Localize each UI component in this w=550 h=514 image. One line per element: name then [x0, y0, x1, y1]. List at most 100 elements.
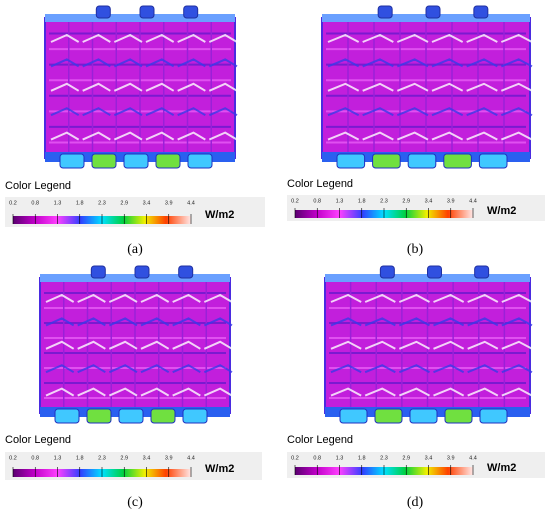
legend-tick-label: 1.8	[358, 455, 366, 461]
top-tab	[425, 5, 441, 19]
legend-tick-label: 3.9	[165, 200, 173, 206]
top-tab	[473, 5, 489, 19]
heatmap-wave	[330, 340, 533, 350]
bottom-cell	[91, 153, 117, 169]
legend-title: Color Legend	[287, 434, 353, 446]
legend-tick-label: 1.3	[336, 455, 344, 461]
legend-unit: W/m2	[205, 209, 234, 221]
top-bar	[40, 274, 230, 282]
legend-tick-label: 0.2	[291, 198, 299, 204]
panel: Color Legend 0.2 0.8 1.3 1.8 2.3 2.9 3.4 3.9 4.4 W…	[5, 265, 262, 510]
heatmap-wave	[45, 293, 233, 303]
heatmap-wave	[330, 364, 533, 374]
legend-tick-label: 3.4	[425, 455, 433, 461]
heatmap-wave	[327, 131, 533, 141]
panel: Color Legend 0.2 0.8 1.3 1.8 2.3 2.9 3.4 3.9 4.4 W…	[287, 5, 545, 257]
bottom-cell	[118, 408, 144, 424]
legend-tick-label: 4.4	[469, 198, 477, 204]
legend-tick-label: 0.2	[9, 455, 17, 461]
legend-unit: W/m2	[487, 462, 516, 474]
legend-title: Color Legend	[5, 180, 71, 192]
top-tab	[95, 5, 111, 19]
top-tab	[474, 265, 490, 279]
legend-tick-label: 0.2	[291, 455, 299, 461]
bottom-cell	[444, 408, 473, 424]
top-tab	[90, 265, 106, 279]
legend-tick-label: 2.3	[98, 200, 106, 206]
legend-tick-label: 0.8	[313, 455, 321, 461]
top-tab	[427, 265, 442, 279]
bottom-cell	[123, 153, 149, 169]
legend-tick-label: 2.9	[402, 198, 410, 204]
legend-tick-label: 3.9	[447, 455, 455, 461]
heatmap-wave	[327, 82, 533, 92]
bottom-cell	[150, 408, 176, 424]
legend-tick-label: 2.3	[98, 455, 106, 461]
top-bar	[322, 14, 530, 22]
legend-tick-label: 1.8	[76, 200, 84, 206]
panel: Color Legend 0.2 0.8 1.3 1.8 2.3 2.9 3.4 3.9 4.4 W…	[287, 265, 545, 510]
legend-tick-label: 3.4	[425, 198, 433, 204]
legend-tick-label: 4.4	[187, 200, 195, 206]
caption: (d)	[407, 495, 424, 510]
legend-tick-label: 3.4	[143, 455, 151, 461]
caption: (c)	[127, 495, 143, 510]
legend-tick-label: 4.4	[187, 455, 195, 461]
legend-tick-label: 1.3	[54, 455, 62, 461]
heatmap-wave	[50, 58, 238, 68]
legend-tick-label: 1.3	[54, 200, 62, 206]
heatmap-wave	[45, 317, 233, 327]
legend-tick-label: 2.9	[120, 455, 128, 461]
top-tab	[134, 265, 150, 279]
legend-tick-label: 2.9	[402, 455, 410, 461]
heatmap-wave	[327, 58, 533, 68]
legend-tick-label: 0.2	[9, 200, 17, 206]
legend-tick-label: 0.8	[31, 455, 39, 461]
legend-tick-label: 0.8	[313, 198, 321, 204]
bottom-cell	[54, 408, 80, 424]
legend-tick-label: 0.8	[31, 200, 39, 206]
bottom-cell	[339, 408, 368, 424]
legend-unit: W/m2	[487, 205, 516, 217]
legend-tick-label: 3.9	[165, 455, 173, 461]
top-tab	[379, 265, 395, 279]
heatmap-wave	[45, 340, 233, 350]
top-tab	[183, 5, 199, 19]
heatmap-wave	[330, 387, 533, 397]
top-bar	[45, 14, 235, 22]
bottom-cell	[372, 153, 401, 169]
bottom-cell	[479, 408, 508, 424]
legend-unit: W/m2	[205, 463, 234, 475]
heatmap-wave	[50, 131, 238, 141]
heatmap-wave	[45, 364, 233, 374]
panel: Color Legend 0.2 0.8 1.3 1.8 2.3 2.9 3.4 3.9 4.4 W…	[5, 5, 265, 257]
top-tab	[139, 5, 155, 19]
legend-tick-label: 2.3	[380, 198, 388, 204]
caption: (a)	[127, 242, 143, 257]
heatmap-wave	[327, 107, 533, 117]
bottom-cell	[443, 153, 472, 169]
bottom-cell	[336, 153, 366, 169]
legend-tick-label: 1.8	[358, 198, 366, 204]
legend-tick-label: 2.9	[120, 200, 128, 206]
heatmap-wave	[50, 33, 238, 43]
heatmap-wave	[330, 317, 533, 327]
legend-tick-label: 3.9	[447, 198, 455, 204]
heatmap-wave	[330, 293, 533, 303]
heatmap-wave	[50, 82, 238, 92]
legend-tick-label: 2.3	[380, 455, 388, 461]
bottom-cell	[59, 153, 85, 169]
bottom-cell	[409, 408, 438, 424]
legend-tick-label: 1.8	[76, 455, 84, 461]
top-bar	[325, 274, 530, 282]
bottom-cell	[182, 408, 208, 424]
bottom-cell	[86, 408, 112, 424]
bottom-cell	[155, 153, 181, 169]
caption: (b)	[407, 242, 424, 257]
bottom-cell	[374, 408, 403, 424]
heatmap-wave	[50, 107, 238, 117]
legend-tick-label: 3.4	[143, 200, 151, 206]
heatmap-wave	[327, 33, 533, 43]
top-tab	[377, 5, 393, 19]
